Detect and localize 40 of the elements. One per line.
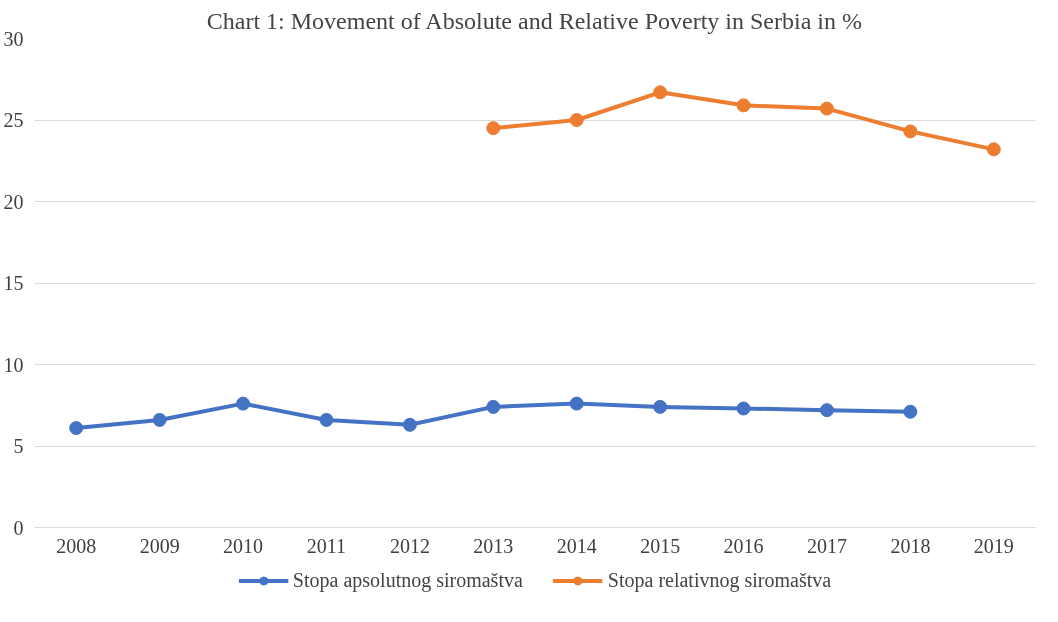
- point: [236, 396, 251, 411]
- y-tick-label: 30: [3, 27, 24, 50]
- point: [819, 101, 834, 116]
- y-tick-label: 25: [3, 109, 24, 131]
- chart-title: Chart 1: Movement of Absolute and Relative Poverty in Serbia in %: [206, 7, 862, 34]
- x-tick-label: 2012: [389, 534, 430, 557]
- point: [569, 113, 584, 127]
- x-tick-label: 2011: [306, 534, 347, 557]
- x-tick-label: 2015: [640, 534, 681, 557]
- y-tick-label: 5: [13, 435, 24, 457]
- point: [486, 399, 501, 414]
- x-tick-label: 2010: [223, 534, 264, 557]
- point: [402, 417, 417, 432]
- point: [903, 404, 918, 419]
- legend-label: Stopa apsolutnog siromaštva: [292, 568, 523, 592]
- point: [819, 403, 834, 418]
- point: [736, 98, 751, 113]
- x-tick-label: 2009: [139, 534, 180, 557]
- point: [69, 421, 84, 436]
- y-tick-label: 10: [3, 353, 24, 376]
- x-tick-label: 2013: [473, 534, 514, 557]
- point: [319, 412, 334, 427]
- x-tick-label: 2018: [890, 534, 931, 557]
- y-tick-label: 15: [3, 272, 24, 294]
- legend-label: Stopa relativnog siromaštva: [607, 568, 832, 592]
- point: [569, 396, 584, 411]
- point: [903, 124, 918, 139]
- point: [986, 142, 1001, 157]
- point: [736, 401, 751, 416]
- y-tick-label: 20: [3, 190, 24, 213]
- point: [486, 121, 501, 136]
- x-tick-label: 2008: [56, 534, 97, 557]
- x-tick-label: 2016: [723, 534, 764, 557]
- x-tick-label: 2017: [806, 534, 847, 557]
- point: [653, 85, 668, 100]
- point: [653, 399, 668, 414]
- x-tick-label: 2019: [973, 534, 1014, 557]
- x-tick-label: 2014: [556, 534, 597, 557]
- y-tick-label: 0: [13, 516, 24, 539]
- point: [152, 412, 167, 427]
